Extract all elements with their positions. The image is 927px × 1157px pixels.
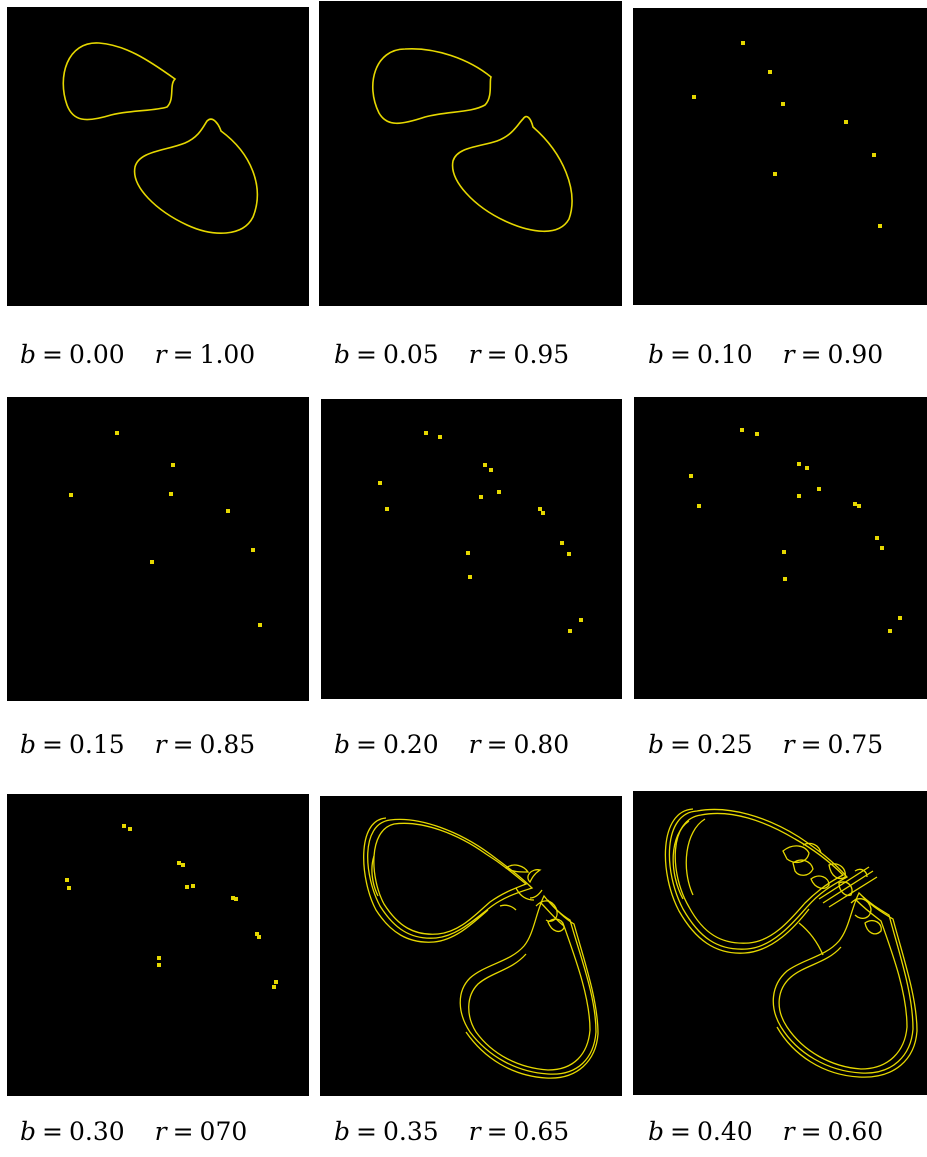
periodic-points <box>69 431 262 627</box>
attractor-panel-8 <box>320 796 622 1096</box>
periodic-points <box>378 431 583 633</box>
attractor-plot-5 <box>378 431 583 633</box>
attractor-plot-7 <box>65 824 278 989</box>
attractor-panel-9 <box>633 791 927 1095</box>
attractor-plot-8 <box>363 817 599 1079</box>
attractor-panel-3 <box>633 8 927 305</box>
panel-caption-5: b = 0.20 r = 0.80 <box>334 730 570 759</box>
attractor-plot-4 <box>69 431 262 627</box>
orbit-curve-upper <box>371 48 493 125</box>
attractor-panel-4 <box>7 397 309 701</box>
panel-caption-7: b = 0.30 r = 070 <box>20 1117 248 1146</box>
attractor-plot-2 <box>371 48 573 232</box>
panel-caption-3: b = 0.10 r = 0.90 <box>648 340 884 369</box>
orbit-curve-upper <box>62 42 177 121</box>
attractor-panel-7 <box>7 794 309 1096</box>
attractor-panel-5 <box>321 399 622 699</box>
strange-attractor <box>363 817 599 1079</box>
attractor-panel-1 <box>7 7 309 306</box>
strange-attractor <box>664 808 918 1078</box>
orbit-curve-lower <box>133 118 259 234</box>
attractor-panel-6 <box>634 397 927 699</box>
panel-caption-2: b = 0.05 r = 0.95 <box>334 340 570 369</box>
panel-caption-8: b = 0.35 r = 0.65 <box>334 1117 570 1146</box>
attractor-plot-9 <box>664 808 918 1078</box>
periodic-points <box>692 41 882 228</box>
periodic-points <box>689 428 902 633</box>
panel-caption-4: b = 0.15 r = 0.85 <box>20 730 256 759</box>
attractor-plot-6 <box>689 428 902 633</box>
panel-caption-6: b = 0.25 r = 0.75 <box>648 730 884 759</box>
panel-caption-9: b = 0.40 r = 0.60 <box>648 1117 884 1146</box>
attractor-plot-1 <box>62 42 259 234</box>
panel-caption-1: b = 0.00 r = 1.00 <box>20 340 256 369</box>
attractor-panel-2 <box>319 1 622 306</box>
attractor-plot-3 <box>692 41 882 228</box>
periodic-points <box>65 824 278 989</box>
orbit-curve-lower <box>451 115 573 232</box>
